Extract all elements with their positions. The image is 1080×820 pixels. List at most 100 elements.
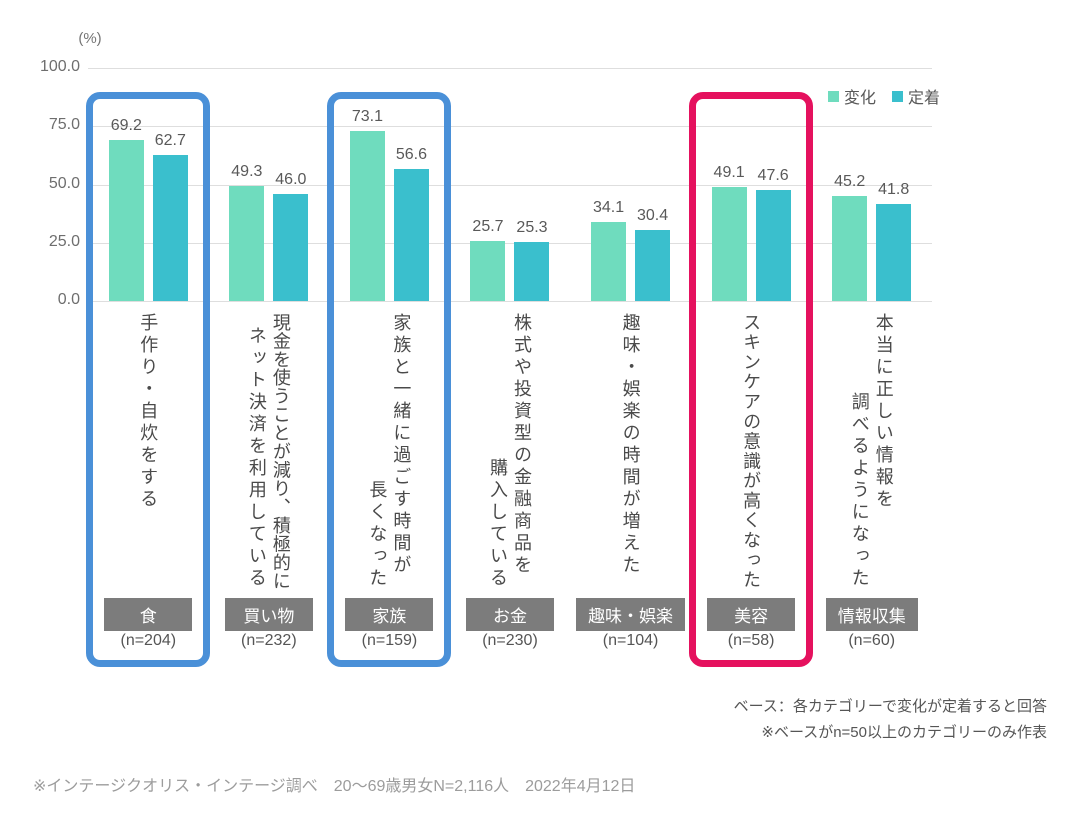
category-badge: 買い物 — [224, 598, 313, 631]
sample-size-label: (n=204) — [120, 632, 177, 649]
category-label-line: 趣味・娯楽の時間が増えた — [620, 313, 641, 577]
category-badge-wrap: 買い物 — [209, 598, 330, 631]
category-badge-wrap: 美容 — [691, 598, 812, 631]
category-badge: お金 — [465, 598, 554, 631]
y-axis-unit-label: (%) — [78, 30, 102, 47]
bar-変化: 49.3 — [229, 163, 265, 301]
base-note-line1: ベース：各カテゴリーで変化が定着すると回答 — [733, 698, 1047, 715]
category-badge-wrap: 家族 — [329, 598, 450, 631]
category-label: 本当に正しい情報を 調べるようになった — [811, 308, 932, 595]
bar-変化: 34.1 — [591, 199, 627, 301]
gridline-25.0 — [88, 242, 932, 244]
sample-size-label: (n=230) — [482, 632, 538, 649]
y-tick-label: 0.0 — [57, 291, 80, 308]
category-badge: 食 — [104, 598, 193, 631]
category-label-line: 長くなった — [367, 480, 388, 590]
bar-value-label: 56.6 — [395, 146, 427, 164]
sample-size-label: (n=60) — [848, 632, 896, 649]
bar-変化: 73.1 — [349, 108, 385, 301]
sample-size-label: (n=104) — [602, 632, 659, 649]
sample-size-label: (n=58) — [727, 632, 775, 649]
category-badge: 情報収集 — [825, 598, 918, 631]
bar-value-label: 30.4 — [636, 207, 669, 225]
gridline-0.0 — [88, 301, 932, 302]
category-badge-wrap: お金 — [450, 598, 571, 631]
category-label: 手作り・自炊をする — [88, 308, 209, 595]
sample-size-label: (n=159) — [361, 632, 418, 649]
bar-group-趣味・娯楽: 34.1 30.4 — [570, 68, 691, 301]
category-label: 現金を使うことが減り、積極的に ネット決済を利用している — [209, 308, 330, 595]
bar-定着: 30.4 — [635, 207, 671, 301]
category-label: スキンケアの意識が高くなった — [691, 308, 812, 595]
bar-定着: 47.6 — [755, 167, 791, 301]
highlight-box — [86, 92, 211, 667]
bar-value-label: 69.2 — [110, 116, 142, 134]
category-label-line: 家族と一緒に過ごす時間が — [391, 313, 412, 577]
category-label-line: 手作り・自炊をする — [138, 313, 159, 511]
category-label: 趣味・娯楽の時間が増えた — [570, 308, 691, 595]
bar-value-label: 25.3 — [516, 219, 548, 237]
bar-value-label: 73.1 — [351, 107, 383, 125]
category-label-line: 本当に正しい情報を — [873, 313, 894, 511]
bar-変化: 45.2 — [832, 173, 868, 301]
bar-変化: 49.1 — [711, 164, 747, 301]
legend-label: 変化 — [844, 90, 877, 107]
bar-value-label: 25.7 — [472, 218, 504, 236]
category-label-line: ネット決済を利用している — [246, 326, 267, 590]
gridline-100.0 — [88, 68, 932, 69]
bar-value-label: 62.7 — [154, 131, 186, 149]
bar-変化: 25.7 — [470, 218, 506, 301]
source-credit: ※インテージクオリス・インテージ調べ 20～69歳男女N=2,116人 2022… — [33, 778, 636, 795]
bar-group-美容: 49.1 47.6 — [691, 68, 812, 301]
bar-value-label: 49.1 — [713, 163, 745, 181]
bar-value-label: 49.3 — [231, 163, 263, 181]
category-label-line: 現金を使うことが減り、積極的に — [270, 313, 291, 590]
highlight-box — [689, 92, 814, 667]
category-label-line: 株式や投資型の金融商品を — [511, 313, 532, 577]
y-tick-label: 100.0 — [39, 58, 80, 75]
bar-定着: 41.8 — [876, 181, 912, 301]
gridline-50.0 — [88, 184, 932, 186]
legend-swatch-定着 — [892, 90, 904, 102]
legend-swatch-変化 — [828, 90, 839, 102]
bar-定着: 46.0 — [273, 171, 309, 301]
bar-value-label: 41.8 — [878, 180, 910, 198]
bar-group-食: 69.2 62.7 — [88, 68, 209, 301]
base-note-line2: ※ベースがn=50以上のカテゴリーのみ作表 — [761, 724, 1047, 742]
category-label: 家族と一緒に過ごす時間が 長くなった — [329, 308, 450, 595]
bar-group-家族: 73.1 56.6 — [329, 68, 450, 301]
bar-group-情報収集: 45.2 41.8 — [811, 68, 932, 301]
category-badge: 趣味・娯楽 — [576, 598, 686, 631]
bar-value-label: 46.0 — [275, 170, 307, 188]
bar-value-label: 45.2 — [834, 172, 866, 190]
category-label-line: 調べるようになった — [849, 392, 870, 590]
bar-group-お金: 25.7 25.3 — [450, 68, 571, 301]
y-tick-label: 75.0 — [48, 116, 80, 134]
category-badge: 家族 — [345, 598, 434, 631]
category-label-line: 購入している — [487, 458, 508, 590]
category-badge-wrap: 情報収集 — [811, 598, 932, 631]
bar-定着: 62.7 — [152, 132, 188, 301]
highlight-box — [327, 92, 452, 667]
bar-group-買い物: 49.3 46.0 — [209, 68, 330, 301]
category-badge: 美容 — [707, 598, 796, 631]
category-label: 株式や投資型の金融商品を 購入している — [450, 308, 571, 595]
y-tick-label: 25.0 — [48, 232, 80, 250]
y-tick-label: 50.0 — [48, 174, 80, 192]
category-badge-wrap: 食 — [88, 598, 209, 631]
bar-value-label: 47.6 — [757, 167, 789, 185]
bar-定着: 25.3 — [514, 219, 550, 301]
bar-変化: 69.2 — [108, 117, 144, 301]
sample-size-label: (n=232) — [241, 632, 297, 649]
category-badge-wrap: 趣味・娯楽 — [570, 598, 691, 631]
legend-label: 定着 — [908, 90, 941, 107]
gridline-75.0 — [88, 126, 932, 128]
legend-item-変化: 変化 — [828, 84, 876, 108]
bar-value-label: 34.1 — [592, 198, 625, 216]
legend: 変化 定着 — [828, 84, 940, 108]
legend-item-定着: 定着 — [892, 84, 940, 108]
bar-定着: 56.6 — [393, 146, 429, 301]
category-label-line: スキンケアの意識が高くなった — [741, 313, 762, 590]
base-notes: ベース：各カテゴリーで変化が定着すると回答 ※ベースがn=50以上のカテゴリーの… — [734, 694, 1047, 747]
